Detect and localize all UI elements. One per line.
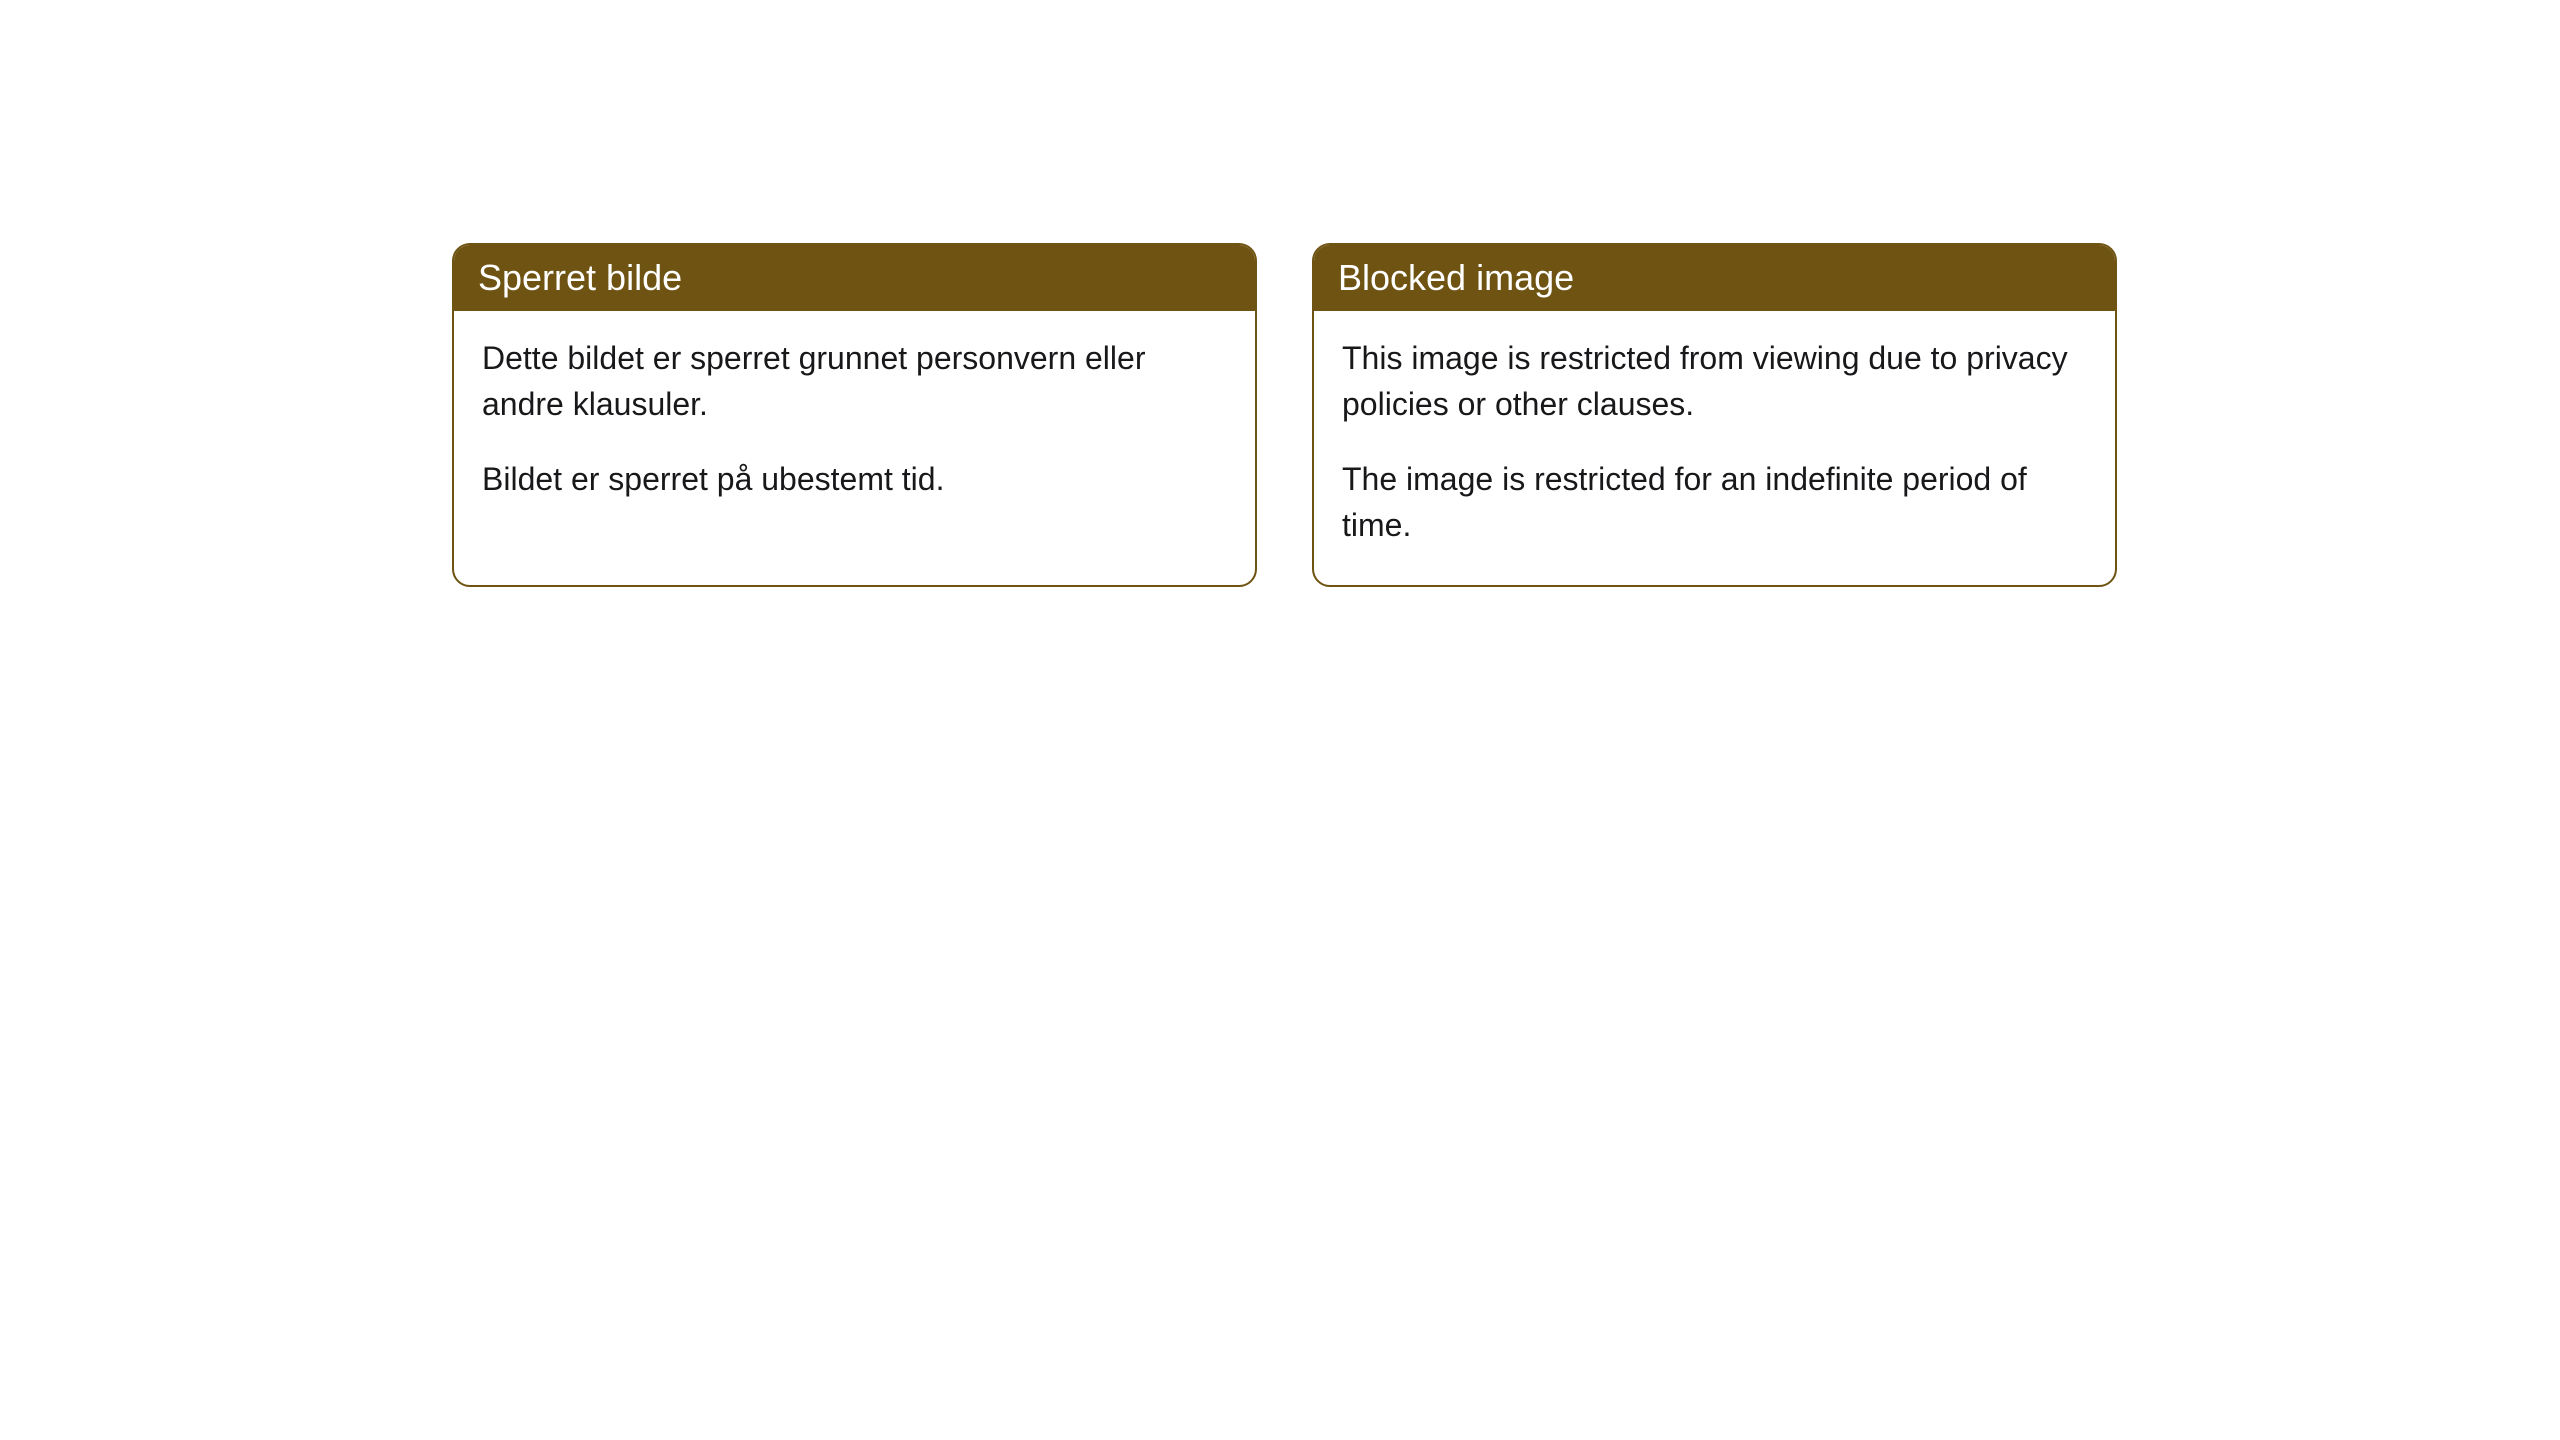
card-title: Blocked image (1338, 257, 1574, 298)
card-paragraph-2: Bildet er sperret på ubestemt tid. (482, 456, 1227, 502)
card-title: Sperret bilde (478, 257, 682, 298)
cards-container: Sperret bilde Dette bildet er sperret gr… (452, 243, 2117, 587)
card-body: Dette bildet er sperret grunnet personve… (454, 311, 1255, 538)
card-body: This image is restricted from viewing du… (1314, 311, 2115, 585)
card-paragraph-2: The image is restricted for an indefinit… (1342, 456, 2087, 549)
card-english: Blocked image This image is restricted f… (1312, 243, 2117, 587)
card-norwegian: Sperret bilde Dette bildet er sperret gr… (452, 243, 1257, 587)
card-header: Sperret bilde (454, 245, 1255, 311)
card-header: Blocked image (1314, 245, 2115, 311)
card-paragraph-1: This image is restricted from viewing du… (1342, 335, 2087, 428)
card-paragraph-1: Dette bildet er sperret grunnet personve… (482, 335, 1227, 428)
